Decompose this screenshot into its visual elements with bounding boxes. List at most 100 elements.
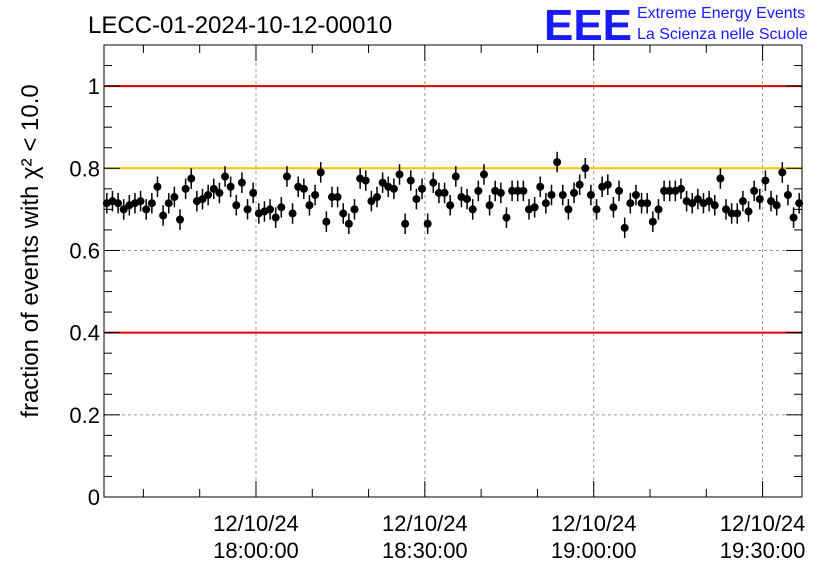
x-tick-date: 12/10/24 — [720, 511, 806, 536]
data-point — [164, 199, 173, 208]
data-point — [463, 195, 472, 204]
data-point — [181, 184, 190, 193]
data-point — [175, 215, 184, 224]
data-point — [468, 205, 477, 214]
data-point — [654, 205, 663, 214]
data-point — [536, 182, 545, 191]
data-point — [159, 211, 168, 220]
data-point — [361, 176, 370, 185]
data-point — [136, 197, 145, 206]
data-point — [772, 201, 781, 210]
data-point — [474, 186, 483, 195]
data-point — [271, 213, 280, 222]
data-series — [102, 151, 804, 239]
data-point — [688, 199, 697, 208]
data-point — [620, 223, 629, 232]
data-point — [502, 213, 511, 222]
x-tick-date: 12/10/24 — [551, 511, 637, 536]
logo-line1: Extreme Energy Events — [637, 5, 805, 22]
y-tick-label: 1 — [88, 74, 100, 99]
data-point — [114, 199, 123, 208]
data-point — [153, 182, 162, 191]
plot-border — [103, 44, 803, 498]
data-point — [676, 184, 685, 193]
data-point — [767, 197, 776, 206]
data-point — [299, 184, 308, 193]
data-point — [778, 168, 787, 177]
data-point — [789, 213, 798, 222]
data-point — [519, 186, 528, 195]
data-point — [344, 219, 353, 228]
data-point — [418, 184, 427, 193]
logo-line2: La Scienza nelle Scuole — [637, 26, 808, 43]
plot-frame — [103, 44, 803, 498]
data-point — [373, 193, 382, 202]
data-point — [119, 205, 128, 214]
data-point — [322, 217, 331, 226]
data-point — [541, 199, 550, 208]
x-tick-time: 18:30:00 — [382, 538, 468, 563]
y-tick-label: 0.6 — [69, 238, 100, 263]
y-tick-label: 0.8 — [69, 156, 100, 181]
data-point — [395, 170, 404, 179]
data-point — [513, 186, 522, 195]
data-point — [209, 184, 218, 193]
data-point — [170, 193, 179, 202]
data-point — [266, 205, 275, 214]
data-point — [615, 186, 624, 195]
data-point — [592, 205, 601, 214]
data-point — [282, 172, 291, 181]
y-axis-label: fraction of events with χ² < 10.0 — [17, 84, 44, 417]
reference-lines — [104, 85, 802, 334]
data-point — [198, 195, 207, 204]
chart-title: LECC-01-2024-10-12-00010 — [88, 12, 392, 39]
data-point — [316, 168, 325, 177]
logo-mark: EEE — [544, 1, 632, 50]
data-point — [783, 190, 792, 199]
data-point — [631, 190, 640, 199]
data-point — [288, 209, 297, 218]
data-point — [660, 186, 669, 195]
data-point — [570, 188, 579, 197]
data-point — [327, 193, 336, 202]
data-point — [378, 178, 387, 187]
data-point — [147, 199, 156, 208]
data-point — [221, 172, 230, 181]
y-axis: 0 0.2 0.4 0.6 0.8 1 — [69, 44, 802, 510]
data-point — [350, 205, 359, 214]
x-tick-time: 18:00:00 — [213, 538, 299, 563]
data-point — [575, 180, 584, 189]
data-point — [586, 190, 595, 199]
data-point — [446, 201, 455, 210]
data-point — [440, 188, 449, 197]
data-point — [710, 201, 719, 210]
eee-logo: EEE Extreme Energy Events La Scienza nel… — [544, 1, 808, 50]
x-tick-date: 12/10/24 — [382, 511, 468, 536]
data-point — [761, 176, 770, 185]
x-axis: 12/10/2418:00:0012/10/2418:30:0012/10/24… — [142, 45, 806, 563]
data-point — [716, 174, 725, 183]
data-point — [389, 184, 398, 193]
y-tick-label: 0 — [88, 485, 100, 510]
data-point — [496, 188, 505, 197]
data-point — [643, 199, 652, 208]
data-point — [722, 205, 731, 214]
data-point — [249, 188, 258, 197]
data-point — [305, 201, 314, 210]
data-point — [406, 176, 415, 185]
data-point — [738, 197, 747, 206]
data-point — [401, 219, 410, 228]
data-point — [215, 188, 224, 197]
data-point — [795, 199, 804, 208]
data-point — [755, 195, 764, 204]
data-point — [423, 219, 432, 228]
x-tick-date: 12/10/24 — [213, 511, 299, 536]
data-point — [412, 195, 421, 204]
data-point — [665, 186, 674, 195]
data-point — [434, 188, 443, 197]
data-point — [564, 205, 573, 214]
data-point — [733, 209, 742, 218]
data-point — [226, 182, 235, 191]
data-point — [744, 207, 753, 216]
